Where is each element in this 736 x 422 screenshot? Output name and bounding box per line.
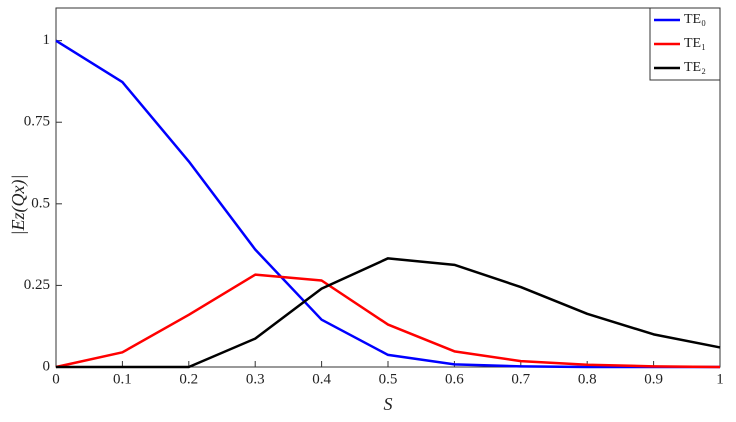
x-tick-label: 0.6: [445, 371, 464, 387]
y-tick-label: 0: [43, 358, 51, 374]
x-tick-label: 0.5: [379, 371, 398, 387]
series-line: [55, 39, 720, 369]
x-tick-label: 0.2: [179, 371, 198, 387]
legend-label: TE₀: [684, 12, 706, 27]
legend-label: TE₂: [684, 60, 706, 75]
x-tick-label: 1: [716, 371, 724, 387]
x-tick-label: 0: [52, 371, 60, 387]
y-tick-label: 1: [43, 32, 51, 48]
x-tick-label: 0.4: [312, 371, 331, 387]
y-tick-label: 0.5: [31, 195, 50, 211]
x-axis-label: S: [384, 394, 393, 414]
x-tick-label: 0.3: [246, 371, 265, 387]
series-line: [55, 273, 721, 369]
y-tick-label: 0.25: [24, 277, 50, 293]
legend-label: TE₁: [684, 36, 706, 51]
series-line: [56, 257, 721, 369]
x-tick-label: 0.1: [113, 371, 132, 387]
x-tick-label: 0.7: [511, 371, 530, 387]
x-tick-label: 0.9: [644, 371, 663, 387]
x-tick-label: 0.8: [578, 371, 597, 387]
y-tick-label: 0.75: [24, 114, 50, 130]
y-axis-label: |Ez(Qx)|: [8, 175, 29, 236]
